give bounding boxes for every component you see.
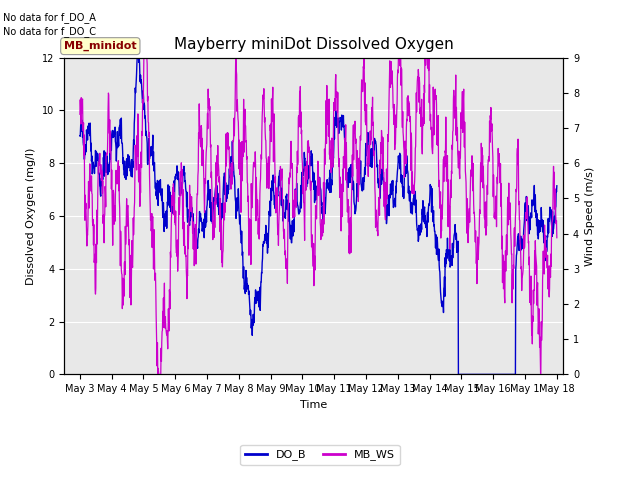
MB_WS xyxy=(236,160,244,166)
MB_WS xyxy=(392,124,400,130)
Legend: DO_B, MB_WS: DO_B, MB_WS xyxy=(241,445,399,465)
MB_WS xyxy=(497,204,505,209)
MB_WS xyxy=(154,372,162,377)
Y-axis label: Wind Speed (m/s): Wind Speed (m/s) xyxy=(585,167,595,265)
X-axis label: Time: Time xyxy=(300,400,327,409)
MB_WS xyxy=(455,148,463,154)
MB_WS xyxy=(171,208,179,214)
DO_B xyxy=(182,190,190,195)
DO_B xyxy=(133,55,141,60)
DO_B xyxy=(171,184,179,190)
DO_B xyxy=(497,372,505,377)
DO_B xyxy=(76,133,84,139)
Text: MB_minidot: MB_minidot xyxy=(64,41,136,51)
MB_WS xyxy=(183,276,191,281)
Line: MB_WS: MB_WS xyxy=(80,58,557,374)
MB_WS xyxy=(76,111,84,117)
Line: DO_B: DO_B xyxy=(80,58,557,374)
MB_WS xyxy=(553,235,561,240)
DO_B xyxy=(236,221,243,227)
Text: No data for f_DO_A: No data for f_DO_A xyxy=(3,12,96,23)
Title: Mayberry miniDot Dissolved Oxygen: Mayberry miniDot Dissolved Oxygen xyxy=(173,37,454,52)
DO_B xyxy=(455,372,463,377)
DO_B xyxy=(454,372,462,377)
MB_WS xyxy=(140,55,148,60)
Text: No data for f_DO_C: No data for f_DO_C xyxy=(3,26,96,37)
DO_B xyxy=(392,190,400,196)
Y-axis label: Dissolved Oxygen (mg/l): Dissolved Oxygen (mg/l) xyxy=(26,147,36,285)
DO_B xyxy=(553,183,561,189)
